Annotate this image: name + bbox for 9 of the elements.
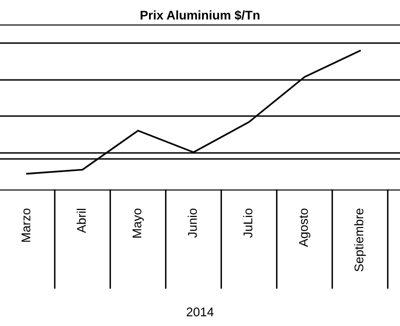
x-tick-label: JuLio [243, 208, 252, 238]
x-axis-title: 2014 [186, 308, 214, 316]
x-tick-label: Junio [188, 208, 197, 238]
x-tick-label: Mayo [132, 208, 144, 238]
x-tick-label: Abril [76, 208, 86, 234]
chart-title: Prix Aluminium $/Tn [140, 10, 260, 20]
x-tick-label: Agosto [299, 208, 310, 247]
x-tick-label: Septiembre [354, 208, 366, 272]
x-tick-label: Marzo [22, 208, 30, 242]
